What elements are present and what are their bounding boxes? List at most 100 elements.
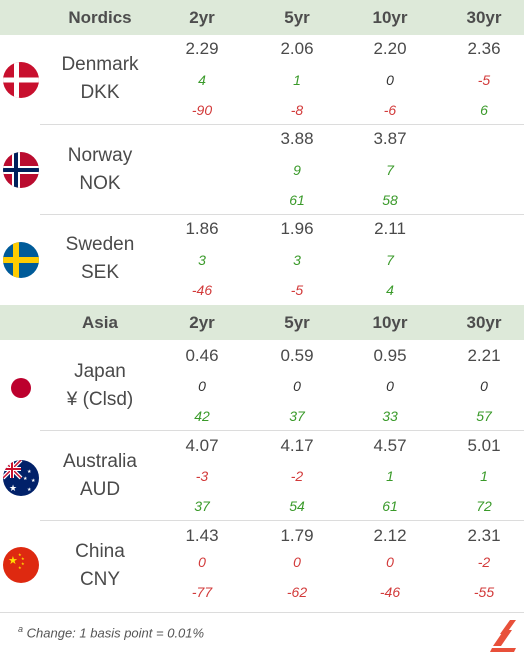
country-name: Australia (63, 451, 137, 472)
change-period: 37 (289, 408, 305, 424)
currency-code: DKK (80, 82, 120, 103)
row-divider (40, 124, 524, 125)
asia-section-header: Asia 2yr 5yr 10yr 30yr (0, 305, 524, 340)
yield-value: 4.57 (373, 436, 407, 455)
change-period: 4 (386, 282, 394, 298)
change-period: -90 (191, 102, 213, 118)
yield-value: 2.06 (280, 39, 314, 58)
yield-value: 2.31 (467, 526, 501, 545)
change-daily: 0 (293, 554, 301, 570)
yield-value: 1.86 (185, 219, 219, 238)
change-daily: 3 (293, 252, 301, 268)
norway-flag-icon (3, 152, 39, 188)
column-header-10yr: 10yr (372, 8, 408, 27)
svg-text:★: ★ (27, 487, 32, 493)
currency-code: SEK (80, 262, 120, 283)
nordics-section-header: Nordics 2yr 5yr 10yr 30yr (0, 0, 524, 35)
change-daily: 0 (386, 378, 394, 394)
yield-value: 2.12 (373, 526, 407, 545)
change-daily: 1 (386, 468, 394, 484)
column-header-2yr: 2yr (189, 8, 215, 27)
country-name: Norway (67, 145, 133, 166)
change-period: -77 (191, 584, 213, 600)
change-period: 54 (289, 498, 305, 514)
change-daily: 4 (198, 72, 206, 88)
change-period: 57 (476, 408, 492, 424)
change-daily: 0 (198, 378, 206, 394)
change-daily: 0 (386, 72, 394, 88)
change-period: 33 (382, 408, 398, 424)
country-name: Denmark (61, 54, 139, 75)
footnote: a Change: 1 basis point = 0.01% (18, 624, 204, 640)
section-title: Asia (82, 313, 118, 332)
change-period: -5 (290, 282, 304, 298)
country-name: China (75, 541, 125, 562)
table-row-denmark: Denmark DKK 2.29 2.06 2.20 2.36 4 1 0 -5… (0, 35, 524, 125)
yield-value: 0.59 (280, 346, 314, 365)
change-daily: -2 (290, 468, 304, 484)
change-daily: -3 (195, 468, 209, 484)
change-daily: 0 (198, 554, 206, 570)
svg-text:★: ★ (21, 561, 25, 566)
china-flag-icon: ★ ★ ★ ★ ★ (3, 547, 39, 583)
japan-flag-icon (3, 370, 39, 406)
table-row-norway: Norway NOK 3.88 3.87 9 7 61 58 (0, 125, 524, 215)
change-period: 61 (289, 192, 305, 208)
footnote-text: Change: 1 basis point = 0.01% (26, 625, 205, 641)
currency-code: ¥ (Clsd) (66, 389, 134, 410)
yield-value: 1.43 (185, 526, 219, 545)
svg-text:★: ★ (9, 484, 17, 494)
australia-flag-icon: ★ ★ ★ ★ ★ (3, 460, 39, 496)
yield-value: 2.11 (374, 219, 406, 238)
yield-value: 4.17 (280, 436, 314, 455)
change-period: -46 (379, 584, 401, 600)
yield-value: 3.87 (373, 129, 407, 148)
yield-value: 2.36 (467, 39, 501, 58)
svg-text:★: ★ (31, 478, 36, 484)
change-period: -8 (290, 102, 304, 118)
change-daily: 1 (480, 468, 488, 484)
change-period: -62 (286, 584, 308, 600)
change-period: -55 (473, 584, 495, 600)
column-header-5yr: 5yr (284, 313, 310, 332)
svg-text:★: ★ (8, 554, 18, 567)
change-daily: 0 (293, 378, 301, 394)
yield-value: 4.07 (185, 436, 219, 455)
section-title: Nordics (68, 8, 132, 27)
publisher-logo-icon (490, 618, 518, 654)
table-row-china: ★ ★ ★ ★ ★ China CNY 1.43 1.79 2.12 2.31 … (0, 521, 524, 611)
change-period: 37 (194, 498, 210, 514)
change-daily: 0 (386, 554, 394, 570)
yield-value: 5.01 (467, 436, 501, 455)
column-header-30yr: 30yr (466, 313, 502, 332)
change-period: 42 (194, 408, 210, 424)
change-daily: 0 (480, 378, 488, 394)
currency-code: CNY (79, 569, 121, 590)
country-name: Sweden (65, 234, 135, 255)
svg-text:★: ★ (23, 476, 28, 482)
row-divider (40, 214, 524, 215)
table-row-sweden: Sweden SEK 1.86 1.96 2.11 3 3 7 -46 -5 4 (0, 215, 524, 305)
yield-value: 0.95 (373, 346, 407, 365)
change-period: 58 (382, 192, 398, 208)
change-daily: 7 (386, 252, 394, 268)
change-daily: 1 (293, 72, 301, 88)
change-period: 6 (480, 102, 488, 118)
footer-divider (0, 612, 524, 613)
table-row-japan: Japan ¥ (Clsd) 0.46 0.59 0.95 2.21 0 0 0… (0, 340, 524, 431)
row-divider (40, 430, 524, 431)
change-daily: -5 (477, 72, 491, 88)
yield-value: 1.96 (280, 219, 314, 238)
row-divider (40, 520, 524, 521)
svg-text:★: ★ (21, 556, 25, 561)
currency-code: NOK (79, 173, 121, 194)
svg-text:★: ★ (18, 552, 22, 557)
yield-value: 3.88 (280, 129, 314, 148)
footnote-marker: a (18, 624, 24, 634)
change-daily: 9 (293, 162, 301, 178)
yield-value: 2.29 (185, 39, 219, 58)
change-period: 72 (476, 498, 492, 514)
svg-text:★: ★ (18, 565, 22, 570)
currency-code: AUD (79, 479, 121, 500)
svg-text:★: ★ (27, 469, 32, 475)
